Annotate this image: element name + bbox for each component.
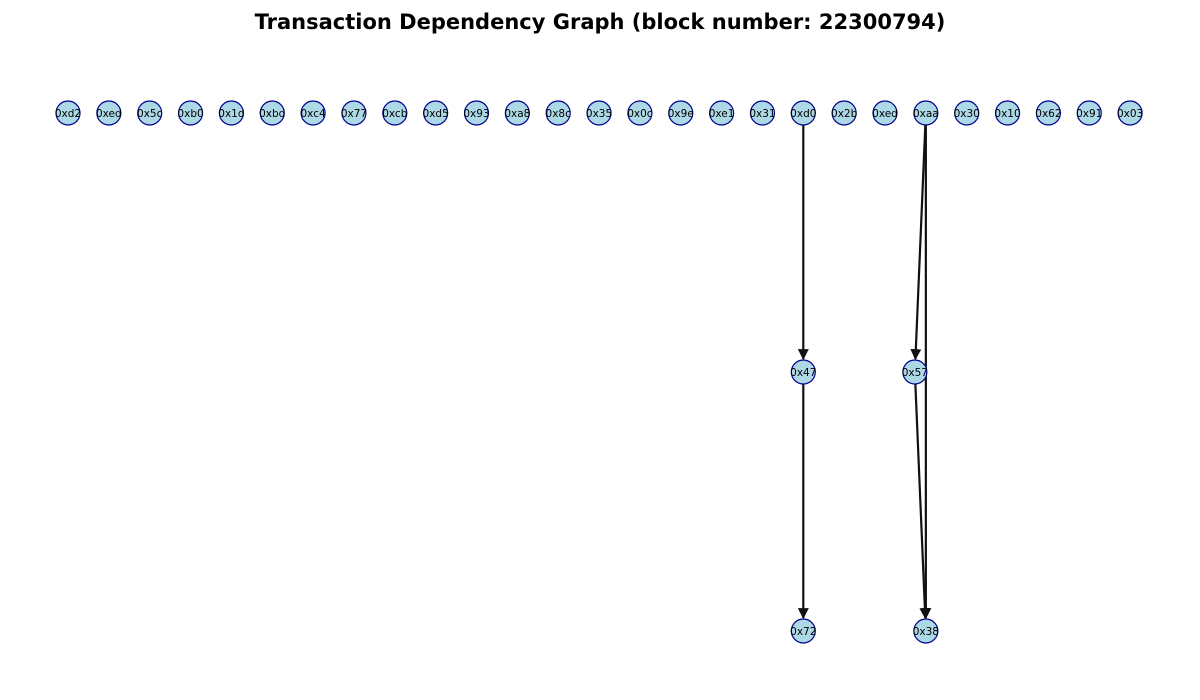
node-0x77[interactable]: 0x77 bbox=[341, 100, 367, 126]
node-circle bbox=[1035, 100, 1062, 126]
node-0xb0[interactable]: 0xb0 bbox=[177, 100, 204, 126]
node-circle bbox=[790, 100, 816, 126]
node-label: 0x62 bbox=[1035, 108, 1061, 120]
node-label: 0xcb bbox=[382, 108, 407, 120]
node-0x03[interactable]: 0x03 bbox=[1117, 100, 1143, 126]
edge-0xaa-to-0x57 bbox=[910, 124, 927, 361]
graph-title: Transaction Dependency Graph (block numb… bbox=[254, 10, 946, 34]
node-circle bbox=[1076, 100, 1102, 126]
node-circle bbox=[382, 100, 408, 126]
node-0xaa[interactable]: 0xaa bbox=[913, 100, 939, 126]
node-0x0c[interactable]: 0x0c bbox=[627, 100, 653, 126]
node-0x8c[interactable]: 0x8c bbox=[545, 100, 572, 126]
node-circle bbox=[463, 100, 490, 126]
node-0x9e[interactable]: 0x9e bbox=[668, 100, 694, 126]
node-0xcb[interactable]: 0xcb bbox=[382, 100, 408, 126]
node-0xe1[interactable]: 0xe1 bbox=[708, 100, 735, 126]
node-label: 0x9e bbox=[668, 108, 694, 120]
nodes-group: 0xd2 0xed 0x5c 0xb0 0x1d 0xbd 0xc4 0x77 0xcb 0xd5… bbox=[55, 100, 1143, 644]
node-circle bbox=[913, 100, 939, 126]
node-0xd0[interactable]: 0xd0 bbox=[790, 100, 816, 126]
edge-0x57-to-0x38 bbox=[914, 383, 931, 620]
node-circle bbox=[790, 618, 816, 644]
node-label: 0xb0 bbox=[177, 108, 203, 120]
node-circle bbox=[341, 100, 367, 126]
node-label: 0x47 bbox=[790, 367, 816, 379]
node-0x57[interactable]: 0x57 bbox=[902, 359, 928, 385]
node-label: 0xaa bbox=[913, 108, 939, 120]
node-0x2b[interactable]: 0x2b bbox=[831, 100, 858, 126]
node-label: 0x5c bbox=[137, 108, 163, 120]
node-circle bbox=[790, 359, 816, 385]
node-circle bbox=[137, 100, 163, 126]
node-circle bbox=[96, 100, 122, 126]
node-label: 0x72 bbox=[790, 626, 816, 638]
node-label: 0xd5 bbox=[423, 108, 449, 120]
node-circle bbox=[504, 100, 530, 126]
node-circle bbox=[423, 100, 449, 126]
node-0x91[interactable]: 0x91 bbox=[1076, 100, 1102, 126]
node-circle bbox=[994, 100, 1021, 126]
node-0x10[interactable]: 0x10 bbox=[994, 100, 1021, 126]
node-label: 0xbd bbox=[259, 108, 285, 120]
node-circle bbox=[913, 618, 939, 644]
node-label: 0x31 bbox=[749, 108, 775, 120]
node-0x38[interactable]: 0x38 bbox=[913, 618, 939, 644]
node-label: 0xa8 bbox=[504, 108, 530, 120]
node-label: 0xed bbox=[872, 108, 898, 120]
node-label: 0x1d bbox=[218, 108, 244, 120]
node-0xd2[interactable]: 0xd2 bbox=[55, 100, 81, 126]
node-label: 0xc4 bbox=[301, 108, 326, 120]
node-label: 0x03 bbox=[1117, 108, 1143, 120]
node-0xed[interactable]: 0xed bbox=[872, 100, 898, 126]
node-label: 0xd2 bbox=[55, 108, 81, 120]
node-0x93[interactable]: 0x93 bbox=[463, 100, 490, 126]
node-0xd5[interactable]: 0xd5 bbox=[423, 100, 449, 126]
node-0x1d[interactable]: 0x1d bbox=[218, 100, 245, 126]
node-label: 0x35 bbox=[586, 108, 612, 120]
node-label: 0x8c bbox=[546, 108, 572, 120]
node-circle bbox=[668, 100, 694, 126]
node-circle bbox=[218, 100, 244, 126]
node-label: 0x0c bbox=[627, 108, 653, 120]
node-0xbd[interactable]: 0xbd bbox=[259, 100, 285, 126]
node-circle bbox=[55, 100, 81, 126]
node-circle bbox=[902, 359, 928, 385]
node-0x35[interactable]: 0x35 bbox=[586, 100, 612, 126]
node-circle bbox=[300, 100, 326, 126]
node-circle bbox=[177, 100, 204, 126]
node-0xa8[interactable]: 0xa8 bbox=[504, 100, 530, 126]
node-0xc4[interactable]: 0xc4 bbox=[300, 100, 326, 126]
node-label: 0x38 bbox=[913, 626, 939, 638]
node-label: 0x91 bbox=[1076, 108, 1102, 120]
node-label: 0x10 bbox=[994, 108, 1020, 120]
node-circle bbox=[749, 100, 776, 126]
node-label: 0x93 bbox=[463, 108, 489, 120]
node-circle bbox=[954, 100, 980, 126]
node-0x31[interactable]: 0x31 bbox=[749, 100, 776, 126]
node-label: 0xd0 bbox=[790, 108, 816, 120]
node-circle bbox=[831, 100, 857, 126]
node-circle bbox=[586, 100, 612, 126]
node-0x30[interactable]: 0x30 bbox=[954, 100, 980, 126]
node-circle bbox=[708, 100, 735, 126]
node-0x72[interactable]: 0x72 bbox=[790, 618, 816, 644]
node-0xed[interactable]: 0xed bbox=[96, 100, 122, 126]
node-circle bbox=[627, 100, 653, 126]
node-circle bbox=[872, 100, 898, 126]
node-0x62[interactable]: 0x62 bbox=[1035, 100, 1062, 126]
node-label: 0x2b bbox=[831, 108, 858, 120]
node-0x47[interactable]: 0x47 bbox=[790, 359, 816, 385]
node-circle bbox=[259, 100, 285, 126]
node-circle bbox=[545, 100, 571, 126]
node-label: 0x57 bbox=[902, 367, 928, 379]
node-label: 0x30 bbox=[954, 108, 980, 120]
node-label: 0xe1 bbox=[709, 108, 735, 120]
node-0x5c[interactable]: 0x5c bbox=[137, 100, 163, 126]
node-label: 0x77 bbox=[341, 108, 367, 120]
node-circle bbox=[1117, 100, 1143, 126]
node-label: 0xed bbox=[96, 108, 122, 120]
